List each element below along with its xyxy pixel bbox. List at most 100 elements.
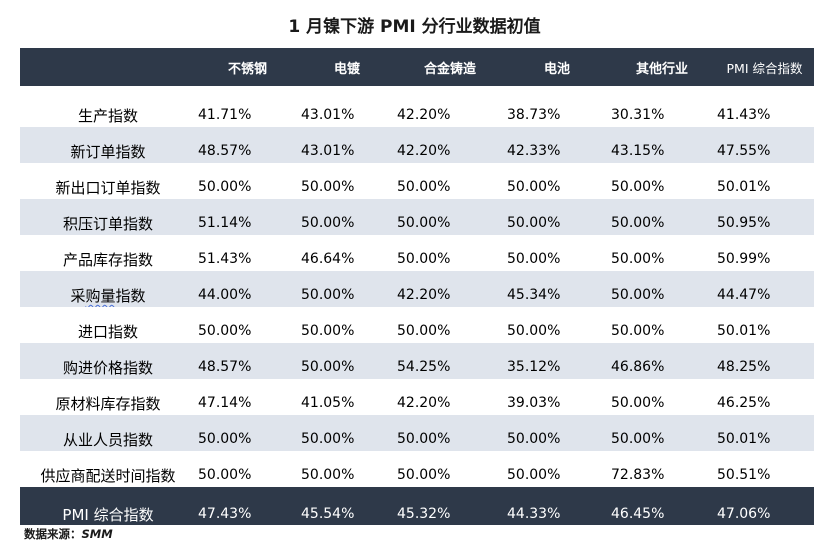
pmi-table: 不锈钢 电镀 合金铸造 电池 其他行业 PMI 综合指数 生产指数 41.71% 4… (20, 48, 814, 525)
cell-value: 50.00% (611, 179, 665, 195)
column-header: 电镀 (299, 48, 395, 86)
cell-value: 43.15% (609, 127, 715, 163)
cell-value: 46.86% (609, 343, 715, 379)
cell-value: 47.55% (715, 127, 814, 163)
cell-value: 42.20% (397, 395, 451, 411)
cell-value: 41.05% (301, 395, 355, 411)
cell-value: 43.01% (301, 107, 355, 123)
row-label: 产品库存指数 (20, 235, 196, 271)
header-row: 不锈钢 电镀 合金铸造 电池 其他行业 PMI 综合指数 (20, 48, 814, 86)
cell-value: 39.03% (507, 395, 561, 411)
cell-value: 50.00% (301, 179, 355, 195)
table-row: 采购量指数 44.00% 50.00% 42.20% 45.34% 50.00% 44.47… (20, 271, 814, 307)
cell-value: 44.33% (505, 487, 609, 525)
row-label: 积压订单指数 (20, 199, 196, 235)
header-corner (20, 48, 196, 86)
cell-value: 35.12% (505, 343, 609, 379)
cell-value: 46.64% (301, 251, 355, 267)
source-label: 数据来源： (24, 527, 82, 541)
cell-value: 50.00% (299, 415, 395, 451)
source-note: 数据来源：SMM (24, 526, 113, 542)
cell-value: 50.00% (611, 395, 665, 411)
row-label-text: 原材料库存指数 (55, 395, 161, 413)
table-row: 生产指数 41.71% 43.01% 42.20% 38.73% 30.31% 41.43% (20, 91, 814, 127)
cell-value: 50.00% (196, 415, 299, 451)
cell-value: 50.00% (397, 467, 451, 483)
row-label: 供应商配送时间指数 (20, 451, 196, 487)
cell-value: 48.25% (715, 343, 814, 379)
row-label: 生产指数 (20, 91, 196, 127)
table-row: 从业人员指数 50.00% 50.00% 50.00% 50.00% 50.00% 50.0… (20, 415, 814, 451)
page-title: 1 月镍下游 PMI 分行业数据初值 (288, 17, 541, 37)
cell-value: 50.00% (299, 343, 395, 379)
table-row: 新出口订单指数 50.00% 50.00% 50.00% 50.00% 50.00% 50.… (20, 163, 814, 199)
cell-value: 48.57% (196, 343, 299, 379)
column-header: 电池 (505, 48, 609, 86)
cell-value: 47.06% (715, 487, 814, 525)
table-row: 新订单指数 48.57% 43.01% 42.20% 42.33% 43.15% 47.55… (20, 127, 814, 163)
cell-value: 50.00% (198, 179, 252, 195)
row-label: 采购量指数 (20, 271, 196, 307)
row-label-text: 采购量指数 (70, 287, 146, 305)
source-name: SMM (81, 527, 113, 541)
row-label-text: 产品库存指数 (62, 251, 153, 269)
cell-value: 50.00% (301, 467, 355, 483)
table-row: 进口指数 50.00% 50.00% 50.00% 50.00% 50.00% 50.01% (20, 307, 814, 343)
row-label: 新出口订单指数 (20, 163, 196, 199)
cell-value: 72.83% (611, 467, 665, 483)
cell-value: 50.00% (299, 271, 395, 307)
column-header: 不锈钢 (196, 48, 299, 86)
cell-value: 50.00% (611, 323, 665, 339)
cell-value: 50.00% (397, 251, 451, 267)
cell-value: 38.73% (507, 107, 561, 123)
row-label-text: 生产指数 (77, 107, 138, 125)
cell-value: 45.32% (395, 487, 505, 525)
cell-value: 50.99% (717, 251, 771, 267)
cell-value: 50.00% (507, 251, 561, 267)
row-label-text: 购进价格指数 (62, 359, 153, 377)
cell-value: 50.00% (609, 271, 715, 307)
row-label-text: 积压订单指数 (62, 215, 153, 233)
cell-value: 51.14% (196, 199, 299, 235)
cell-value: 42.20% (397, 107, 451, 123)
table-row: 供应商配送时间指数 50.00% 50.00% 50.00% 50.00% 72.83% 5… (20, 451, 814, 487)
cell-value: 50.00% (395, 199, 505, 235)
row-label-text: 从业人员指数 (62, 431, 153, 449)
row-label-text: 进口指数 (77, 323, 138, 341)
table-row: 原材料库存指数 47.14% 41.05% 42.20% 39.03% 50.00% 46.… (20, 379, 814, 415)
cell-value: 43.01% (299, 127, 395, 163)
row-label-text: 新出口订单指数 (55, 179, 161, 197)
cell-value: 47.43% (196, 487, 299, 525)
cell-value: 46.25% (717, 395, 771, 411)
cell-value: 50.00% (397, 179, 451, 195)
cell-value: 50.00% (301, 323, 355, 339)
cell-value: 42.20% (395, 271, 505, 307)
cell-value: 46.45% (609, 487, 715, 525)
cell-value: 50.00% (609, 199, 715, 235)
cell-value: 50.00% (507, 323, 561, 339)
row-label: 购进价格指数 (20, 343, 196, 379)
total-row: PMI 综合指数 47.43% 45.54% 45.32% 44.33% 46.… (20, 487, 814, 525)
table-row: 积压订单指数 51.14% 50.00% 50.00% 50.00% 50.00% 50.9… (20, 199, 814, 235)
cell-value: 48.57% (196, 127, 299, 163)
column-header: PMI 综合指数 (715, 48, 814, 86)
cell-value: 50.00% (299, 199, 395, 235)
cell-value: 50.00% (505, 415, 609, 451)
header-spacer (20, 86, 814, 91)
column-header: 合金铸造 (395, 48, 505, 86)
row-label: PMI 综合指数 (20, 487, 196, 525)
row-label-text: 供应商配送时间指数 (40, 467, 176, 485)
cell-value: 50.00% (198, 323, 252, 339)
cell-value: 50.00% (507, 467, 561, 483)
cell-value: 50.01% (717, 323, 771, 339)
cell-value: 41.71% (198, 107, 252, 123)
cell-value: 50.01% (717, 179, 771, 195)
table-row: 购进价格指数 48.57% 50.00% 54.25% 35.12% 46.86% 48.2… (20, 343, 814, 379)
cell-value: 45.54% (299, 487, 395, 525)
cell-value: 50.51% (717, 467, 771, 483)
table-row: 产品库存指数 51.43% 46.64% 50.00% 50.00% 50.00% 50.9… (20, 235, 814, 271)
row-label-text: 新订单指数 (70, 143, 146, 161)
row-label: 新订单指数 (20, 127, 196, 163)
column-header: 其他行业 (609, 48, 715, 86)
cell-value: 42.20% (395, 127, 505, 163)
